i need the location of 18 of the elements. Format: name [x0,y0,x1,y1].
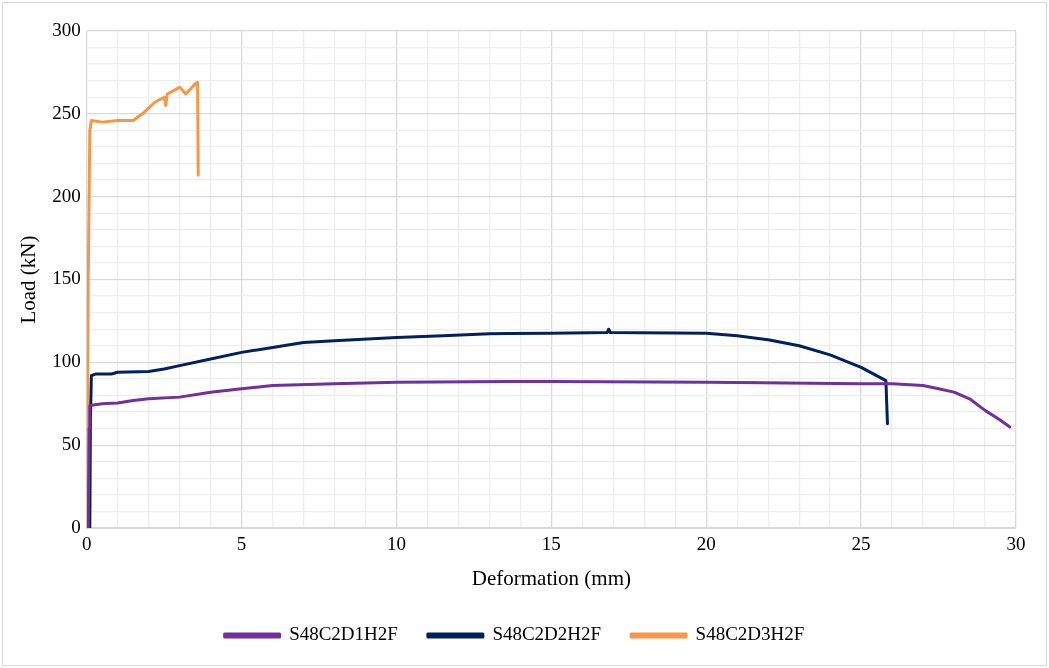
y-axis-title: Load (kN) [16,235,41,324]
x-tick-label: 10 [386,533,406,555]
legend-label: S48C2D2H2F [492,623,602,645]
x-axis-title: Deformation (mm) [471,565,631,590]
x-tick-label: 15 [541,533,561,555]
y-tick-label: 250 [52,101,81,123]
y-tick-label: 300 [52,18,81,40]
x-tick-label: 25 [851,533,871,555]
y-tick-label: 200 [52,184,81,206]
x-tick-label: 30 [1006,533,1026,555]
legend-label: S48C2D1H2F [289,623,398,645]
x-tick-label: 5 [236,533,247,555]
legend-label: S48C2D3H2F [695,623,805,645]
y-tick-label: 0 [71,515,81,537]
y-tick-label: 50 [61,433,81,455]
y-tick-label: 100 [52,350,81,372]
y-tick-label: 150 [52,267,81,289]
x-tick-label: 20 [696,533,716,555]
